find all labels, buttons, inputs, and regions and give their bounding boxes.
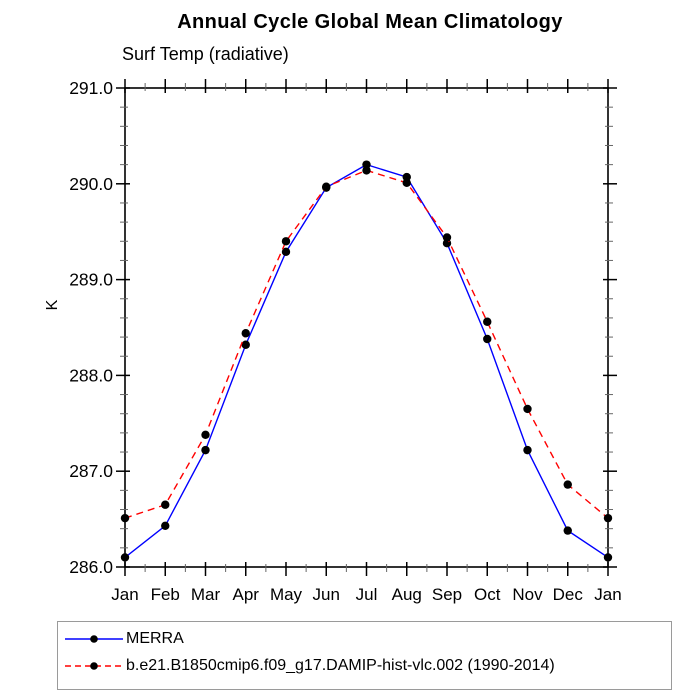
chart-subtitle: Surf Temp (radiative) <box>122 44 289 64</box>
series-0-marker-Apr-3 <box>241 340 250 349</box>
series-0-marker-Jul-6 <box>362 160 371 169</box>
legend-item-merra: MERRA <box>65 628 184 650</box>
legend-item-model: b.e21.B1850cmip6.f09_g17.DAMIP-hist-vlc.… <box>65 655 555 677</box>
series-1-marker-Oct-9 <box>483 317 492 326</box>
series-1-marker-Sep-8 <box>442 233 452 242</box>
x-axis-tick-label: Apr <box>233 585 260 604</box>
y-axis-tick-label: 289.0 <box>69 270 113 290</box>
series-1-marker-Jan-12 <box>603 513 613 523</box>
y-axis-tick-label: 291.0 <box>69 78 113 98</box>
x-axis-tick-label: Jan <box>111 585 138 604</box>
series-1-marker-Dec-11 <box>563 480 572 489</box>
chart-title: Annual Cycle Global Mean Climatology <box>177 11 563 33</box>
legend-line-sample-model <box>65 662 123 670</box>
x-axis-tick-label: Dec <box>553 585 584 604</box>
series-0-marker-May-4 <box>281 247 291 257</box>
series-1-marker-Jan-0 <box>120 513 130 523</box>
x-axis-tick-label: Jun <box>313 585 340 604</box>
x-axis-tick-label: Feb <box>151 585 180 604</box>
chart-canvas: 286.0 287.0 288.0 289.0 290.0 291.0 Jan Feb Mar A… <box>44 78 622 604</box>
series-1-marker-Apr-3 <box>241 329 250 338</box>
y-axis-title: K <box>44 299 61 310</box>
x-axis-tick-label: Mar <box>191 585 221 604</box>
x-axis-tick-label: Aug <box>392 585 422 604</box>
legend-line-sample-merra <box>65 635 123 643</box>
legend-label-model: b.e21.B1850cmip6.f09_g17.DAMIP-hist-vlc.… <box>126 657 555 674</box>
series-1-marker-Feb-1 <box>161 500 170 509</box>
legend-box: MERRA b.e21.B1850cmip6.f09_g17.DAMIP-his… <box>57 621 672 690</box>
series-1-marker-Jun-5 <box>322 182 331 191</box>
y-axis-tick-label: 290.0 <box>69 174 113 194</box>
legend-label-merra: MERRA <box>126 630 184 647</box>
series-0-marker-Mar-2 <box>201 445 210 455</box>
y-axis-tick-label: 288.0 <box>69 365 113 385</box>
y-axis-tick-label: 286.0 <box>69 557 113 577</box>
series-1-marker-May-4 <box>281 237 291 246</box>
series-0-marker-Feb-1 <box>161 521 170 531</box>
series-0-marker-Jan-0 <box>120 553 130 562</box>
series-1-marker-Mar-2 <box>201 430 210 439</box>
series-line-0 <box>124 163 609 559</box>
x-axis-tick-label: Sep <box>432 585 462 604</box>
x-axis-tick-label: Oct <box>474 585 501 604</box>
x-axis-tick-label: May <box>270 585 303 604</box>
series-1-marker-Nov-10 <box>523 404 532 414</box>
x-axis-tick-label: Jan <box>594 585 621 604</box>
series-0-marker-Oct-9 <box>483 334 492 344</box>
series-0-marker-Nov-10 <box>523 445 532 455</box>
series-1-marker-Aug-7 <box>402 178 411 188</box>
plot-frame <box>124 87 609 568</box>
series-1-marker-Jul-6 <box>362 166 371 175</box>
x-axis-tick-label: Nov <box>512 585 543 604</box>
series-0-marker-Aug-7 <box>402 172 411 182</box>
series-0-marker-Dec-11 <box>563 526 572 535</box>
series-0-marker-Jan-12 <box>603 553 613 562</box>
y-axis-tick-label: 287.0 <box>69 461 113 481</box>
x-axis-tick-label: Jul <box>356 585 378 604</box>
